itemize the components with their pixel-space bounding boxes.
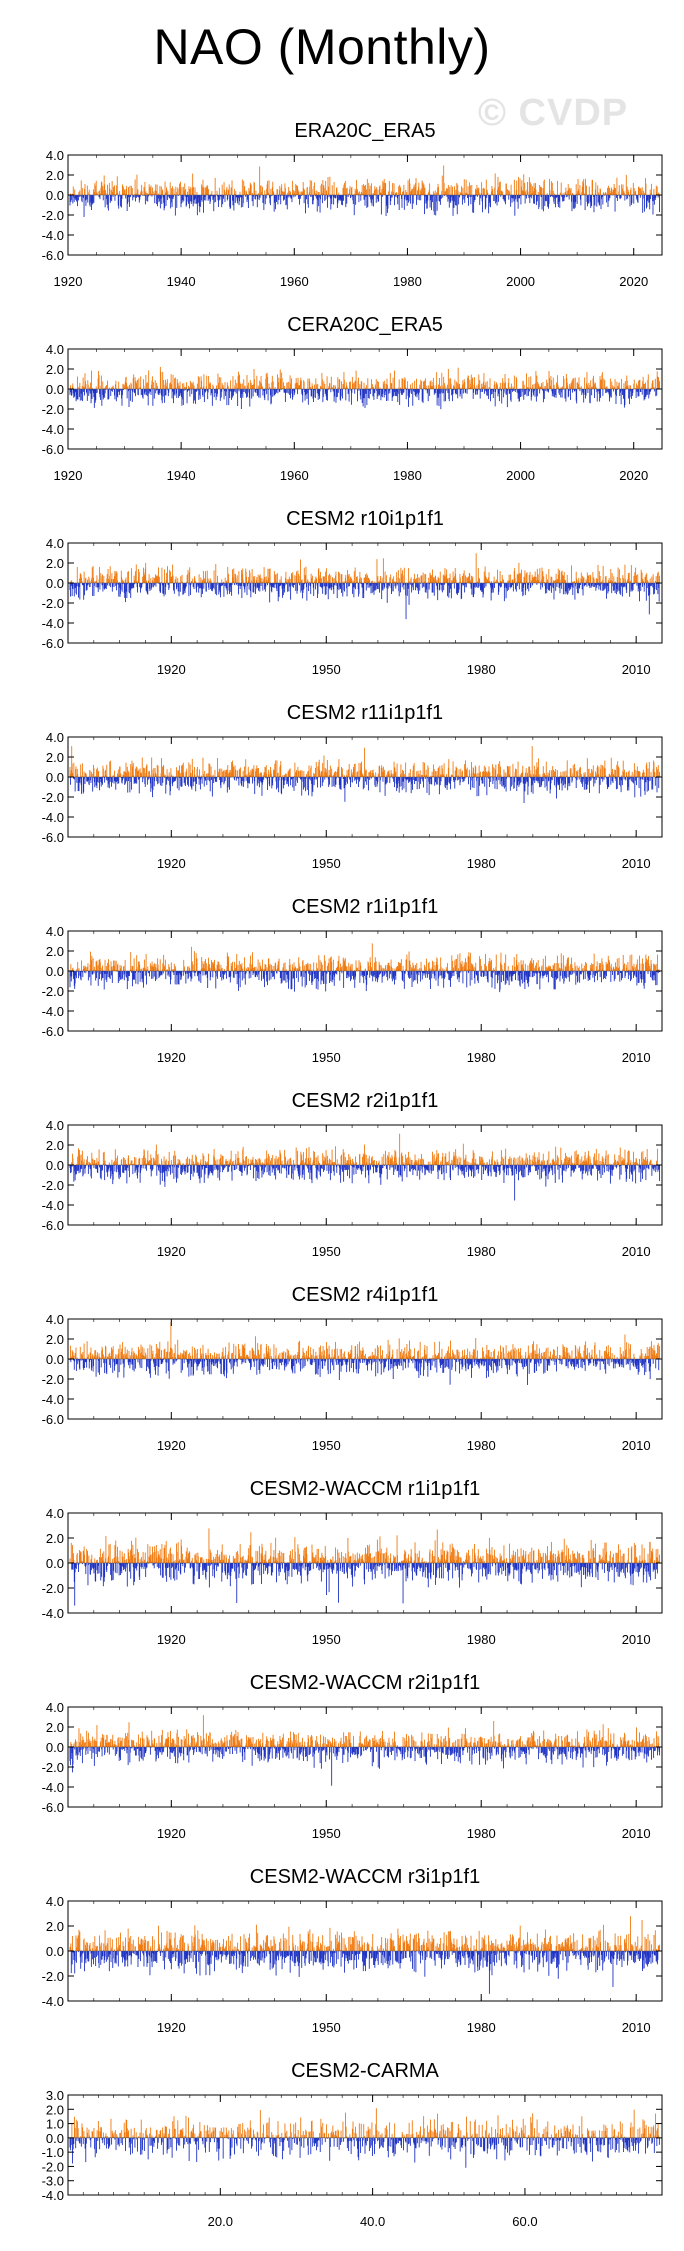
y-tick-label: 2.0	[46, 556, 64, 571]
x-tick-label: 1980	[393, 468, 422, 483]
nao-panel: CESM2 r11i1p1f14.02.00.0-2.0-4.0-6.01920…	[42, 702, 663, 871]
x-tick-label: 1920	[157, 662, 186, 677]
y-tick-label: 0.0	[46, 382, 64, 397]
y-tick-label: -4.0	[42, 616, 64, 631]
y-tick-label: 2.0	[46, 168, 64, 183]
panel-title: ERA20C_ERA5	[294, 120, 435, 142]
x-tick-label: 2020	[619, 274, 648, 289]
x-tick-label: 1980	[393, 274, 422, 289]
panel-title: CESM2 r10i1p1f1	[286, 508, 444, 530]
plot-frame	[67, 154, 663, 256]
x-tick-label: 1920	[54, 468, 83, 483]
x-tick-label: 1980	[467, 662, 496, 677]
bar-series	[69, 366, 660, 410]
x-tick-label: 1950	[312, 662, 341, 677]
x-tick-label: 2000	[506, 468, 535, 483]
y-tick-label: -4.0	[42, 422, 64, 437]
panel-title: CERA20C_ERA5	[287, 314, 443, 336]
nao-panel: ERA20C_ERA5 4.0 2.0 0.0 -2.0 -4.0 -6.0 1920 1940…	[42, 120, 663, 289]
y-tick-label: -6.0	[42, 442, 64, 457]
plot-frame	[67, 348, 663, 450]
bar-series	[69, 165, 660, 217]
x-tick-label: 1920	[54, 274, 83, 289]
bar-series	[69, 746, 661, 803]
bar-series	[69, 553, 661, 620]
x-tick-label: 2000	[506, 274, 535, 289]
y-tick-label: -2.0	[42, 208, 64, 223]
y-tick-label: -2.0	[42, 596, 64, 611]
y-tick-label: 0.0	[46, 188, 64, 203]
nao-panel: CESM2 r10i1p1f1 4.0 2.0 0.0 -2.0 -4.0 -6.0 1920…	[42, 508, 663, 677]
y-tick-label: -6.0	[42, 248, 64, 263]
plot-frame	[67, 542, 663, 644]
y-tick-label: 0.0	[46, 576, 64, 591]
y-tick-label: 4.0	[46, 536, 64, 551]
x-tick-label: 1940	[167, 468, 196, 483]
x-tick-label: 1940	[167, 274, 196, 289]
y-tick-label: 2.0	[46, 362, 64, 377]
nao-panel: CERA20C_ERA5 4.0 2.0 0.0 -2.0 -4.0 -6.0 1920 194…	[42, 314, 663, 483]
panel-title: CESM2 r11i1p1f1	[287, 702, 443, 724]
x-tick-label: 2020	[619, 468, 648, 483]
cvdp-watermark: © CVDP	[478, 92, 628, 135]
y-tick-label: 4.0	[46, 148, 64, 163]
x-tick-label: 1960	[280, 274, 309, 289]
y-tick-label: -2.0	[42, 402, 64, 417]
y-tick-label: -4.0	[42, 228, 64, 243]
x-tick-label: 1960	[280, 468, 309, 483]
page-title: NAO (Monthly)	[0, 18, 684, 76]
x-tick-label: 2010	[622, 662, 651, 677]
y-tick-label: -6.0	[42, 636, 64, 651]
y-tick-label: 4.0	[46, 342, 64, 357]
